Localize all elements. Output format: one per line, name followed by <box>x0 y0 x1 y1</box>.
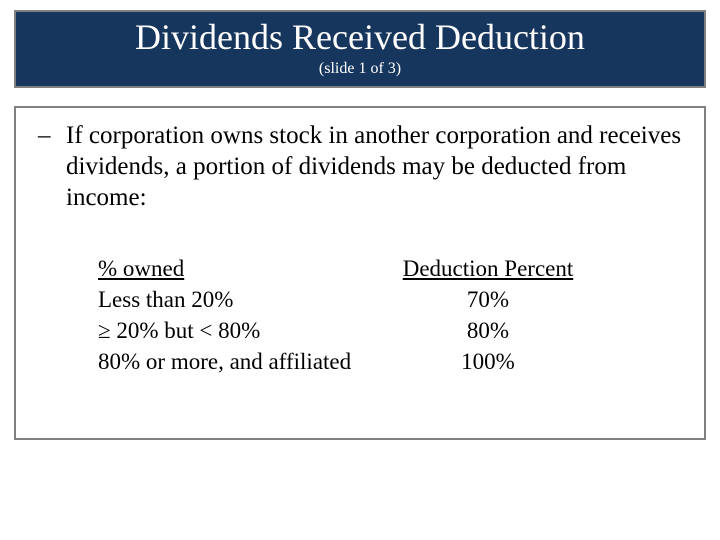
header-owned: % owned <box>98 253 388 284</box>
slide: Dividends Received Deduction (slide 1 of… <box>0 0 720 540</box>
cell-owned: ≥ 20% but < 80% <box>98 315 388 346</box>
bullet-dash: – <box>34 120 66 151</box>
cell-percent: 70% <box>388 284 588 315</box>
table-header-row: % owned Deduction Percent <box>98 253 686 284</box>
bullet-text: If corporation owns stock in another cor… <box>66 120 686 214</box>
slide-subtitle: (slide 1 of 3) <box>26 60 694 78</box>
table-row: 80% or more, and affiliated 100% <box>98 346 686 377</box>
header-percent: Deduction Percent <box>388 253 588 284</box>
deduction-table: % owned Deduction Percent Less than 20% … <box>98 253 686 377</box>
cell-percent: 100% <box>388 346 588 377</box>
bullet-row: – If corporation owns stock in another c… <box>34 120 686 214</box>
slide-title: Dividends Received Deduction <box>26 18 694 58</box>
table-row: ≥ 20% but < 80% 80% <box>98 315 686 346</box>
title-bar: Dividends Received Deduction (slide 1 of… <box>14 10 706 88</box>
body-box: – If corporation owns stock in another c… <box>14 106 706 440</box>
cell-owned: 80% or more, and affiliated <box>98 346 388 377</box>
cell-owned: Less than 20% <box>98 284 388 315</box>
cell-percent: 80% <box>388 315 588 346</box>
table-row: Less than 20% 70% <box>98 284 686 315</box>
